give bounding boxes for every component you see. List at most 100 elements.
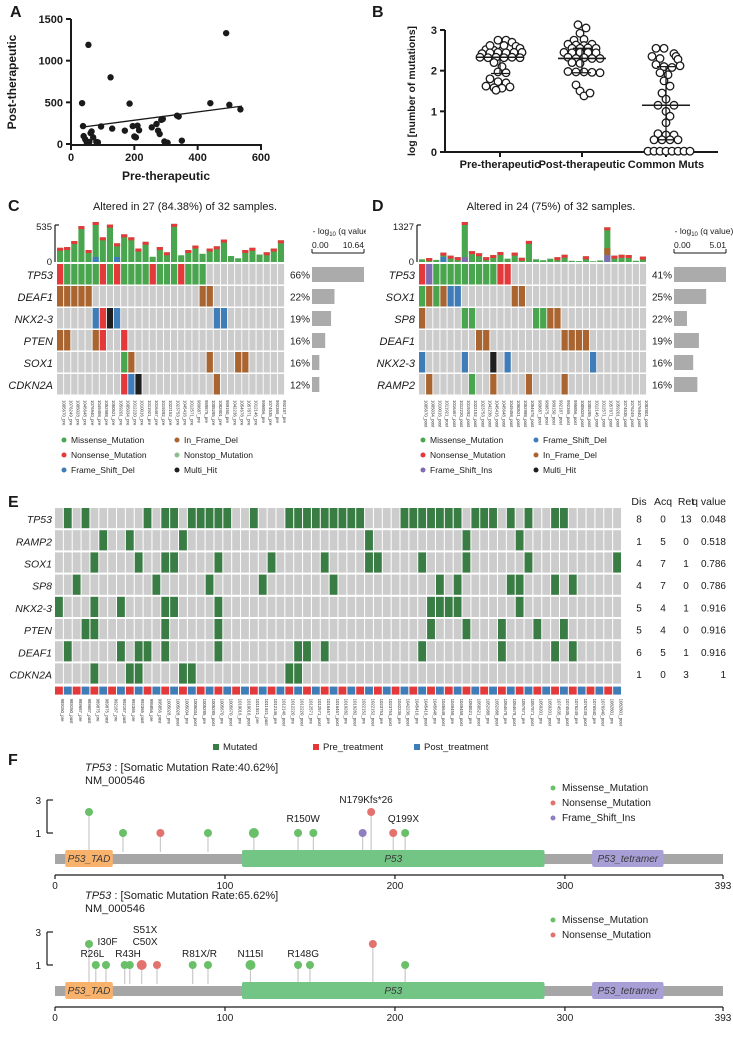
in_frame_del-legend-icon (533, 452, 539, 458)
oncoprint-cell (518, 286, 525, 307)
heatmap-cell (427, 574, 435, 595)
treatment-strip-cell (551, 686, 559, 695)
heatmap-cell (542, 619, 551, 640)
frame_shift_ins-legend-icon (420, 467, 426, 473)
heatmap-cell (489, 641, 497, 662)
oncoprint-cell-bg (270, 330, 277, 351)
oncoprint-cell-bg (447, 308, 454, 329)
heatmap-cell (542, 596, 551, 617)
oncoprint-cell-bg (78, 308, 85, 329)
sample-label: 992365_pre (131, 699, 136, 723)
sample-label: 989875_post (544, 400, 549, 426)
mutated-cell (462, 619, 471, 640)
oncoprint-cell-bg (235, 308, 242, 329)
mutated-cell (418, 508, 427, 529)
treatment-strip-cell (524, 686, 533, 695)
pre_treatment-legend-icon (313, 744, 319, 750)
legend-label: Nonsense_Mutation (562, 798, 651, 809)
oncoprint-cell-bg (639, 374, 647, 395)
oncoprint-cell (128, 374, 135, 395)
heatmap-cell (595, 641, 604, 662)
tmb-bar (185, 250, 192, 262)
data-point (571, 67, 581, 77)
sample-label: 992187_pre (113, 699, 118, 723)
heatmap-cell (613, 530, 621, 551)
heatmap-cell (444, 619, 453, 640)
heatmap-cell (117, 552, 125, 573)
sample-label: 1012146_post (282, 699, 287, 727)
mutated-cell (320, 641, 329, 662)
oncoprint-cell (64, 286, 71, 307)
oncoprint-cell-bg (128, 308, 135, 329)
oncoprint-cell (163, 264, 171, 285)
mutated-legend-icon (213, 744, 219, 750)
heatmap-cell (400, 619, 409, 640)
oncoprint-cell-bg (618, 286, 625, 307)
mutated-cell (143, 508, 152, 529)
sample-label: 1005670_pre (61, 400, 66, 426)
heatmap-cell (81, 574, 90, 595)
oncoprint-cell-bg (547, 264, 554, 285)
oncoprint-cell-bg (590, 308, 597, 329)
sample-label: 989150_post (69, 699, 74, 725)
qvalue-bar (674, 267, 726, 282)
oncoprint-cell-bg (568, 286, 575, 307)
mutated-cell (214, 596, 223, 617)
oncoprint-cell (433, 264, 440, 285)
heatmap-cell (480, 619, 489, 640)
mutated-cell (347, 508, 356, 529)
tmb-bar (171, 223, 178, 262)
heatmap-cell (108, 530, 117, 551)
oncoprint-cell-bg (163, 308, 171, 329)
oncoprint-cell-bg (540, 330, 547, 351)
oncoprint-cell-bg (128, 286, 135, 307)
oncoprint-cell-bg (511, 374, 518, 395)
mutated-cell (161, 552, 170, 573)
oncoprint-cell-bg (490, 308, 497, 329)
oncoprint-cell-bg (71, 374, 78, 395)
gene-label: PTEN (24, 625, 52, 637)
oncoprint-cell-bg (625, 308, 632, 329)
protein-domain (65, 850, 113, 867)
oncoprint-cell-bg (106, 286, 114, 307)
data-point (132, 134, 140, 141)
mutation-annotation: R43H (115, 949, 141, 960)
sample-label: 1052988_post (494, 699, 499, 727)
data-point (499, 41, 509, 50)
mutated-cell (533, 619, 542, 640)
tmb-bar (419, 259, 426, 262)
oncoprint-cell-bg (639, 352, 647, 373)
sample-label: 1082801_post (618, 699, 623, 727)
oncoprint-cell-bg (142, 352, 149, 373)
oncoprint-cell (85, 264, 92, 285)
mutated-cell (303, 508, 311, 529)
oncoprint-cell-bg (149, 308, 156, 329)
heatmap-cell (311, 663, 320, 684)
gene-label: SP8 (32, 581, 52, 593)
heatmap-cell (533, 641, 542, 662)
heatmap-cell (604, 663, 613, 684)
oncoprint-cell-bg (447, 374, 454, 395)
mutated-cell (559, 619, 568, 640)
oncoprint-cell-bg (597, 352, 604, 373)
oncoprint-cell-bg (149, 330, 156, 351)
treatment-strip-cell (462, 686, 471, 695)
mutation-annotation: S51X (133, 925, 158, 936)
panel-a-scatter: 0 200 400 600 0 500 1000 1500 Pre-therapeutic Pos… (0, 0, 366, 198)
treatment-strip-cell (258, 686, 267, 695)
oncoprint-cell-bg (625, 330, 632, 351)
qvalue-bar (312, 267, 364, 282)
oncoprint-cell-bg (213, 330, 220, 351)
heatmap-cell (303, 663, 311, 684)
oncoprint-cell (142, 264, 149, 285)
treatment-strip-cell (196, 686, 205, 695)
mutated-cell (427, 596, 435, 617)
tmb-bar (575, 261, 582, 262)
heatmap-cell (276, 596, 285, 617)
mutated-cell (99, 530, 108, 551)
oncoprint-cell-bg (426, 330, 433, 351)
mutated-cell (329, 574, 338, 595)
treatment-strip-cell (506, 686, 515, 695)
sample-label: 1057871_post (609, 400, 614, 428)
heatmap-cell (72, 552, 81, 573)
